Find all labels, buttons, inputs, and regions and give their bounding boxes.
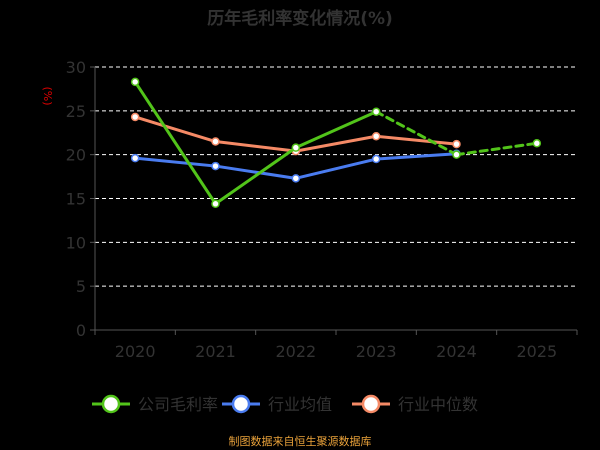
series-segment — [294, 110, 378, 150]
data-point — [211, 199, 220, 209]
series-segment — [214, 140, 298, 153]
legend-item-1[interactable]: 公司毛利率 — [92, 394, 218, 414]
data-point — [371, 107, 381, 116]
series-segment — [133, 115, 217, 144]
data-point — [211, 161, 220, 171]
data-point — [130, 112, 140, 122]
series-segment — [294, 157, 378, 180]
y-tick-label: 20 — [66, 146, 86, 165]
y-axis-unit-label: (%) — [41, 86, 54, 105]
legend-label: 行业中位数 — [398, 395, 478, 414]
grid-lines — [95, 66, 577, 287]
x-tick-label: 2022 — [275, 342, 316, 361]
legend-marker — [231, 394, 251, 414]
x-tick-label: 2024 — [436, 342, 477, 361]
data-point — [532, 139, 542, 148]
series-segment — [133, 156, 217, 168]
series-segment — [133, 80, 217, 206]
series-segment — [214, 164, 298, 180]
data-point — [130, 77, 140, 87]
y-tick-label: 30 — [66, 58, 86, 77]
x-tick-label: 2025 — [516, 342, 557, 361]
series-segment — [374, 134, 458, 146]
series-segment — [294, 134, 378, 153]
legend-item-2[interactable]: 行业均值 — [222, 394, 332, 414]
data-point — [452, 150, 461, 159]
legend-label: 公司毛利率 — [138, 395, 218, 414]
legend-marker — [101, 394, 121, 414]
y-tick-label: 10 — [66, 233, 86, 252]
series-segment — [214, 146, 298, 206]
data-point — [371, 132, 381, 141]
data-point — [291, 143, 301, 152]
x-tick-label: 2020 — [115, 342, 156, 361]
series-3 — [130, 112, 461, 156]
x-tick-label: 2023 — [356, 342, 397, 361]
y-tick-label: 15 — [66, 190, 86, 209]
legend[interactable]: 公司毛利率 行业均值 行业中位数 — [92, 394, 478, 414]
chart-title: 历年毛利率变化情况(%) — [207, 8, 393, 29]
data-point — [452, 139, 461, 149]
series-segment — [455, 141, 539, 157]
series-1 — [130, 77, 542, 209]
data-point — [291, 174, 301, 183]
x-tick-label: 2021 — [195, 342, 236, 361]
legend-marker — [361, 394, 381, 414]
legend-label: 行业均值 — [268, 395, 332, 414]
source-note: 制图数据来自恒生聚源数据库 — [229, 434, 372, 448]
series-segment — [374, 110, 458, 157]
legend-item-3[interactable]: 行业中位数 — [352, 394, 478, 414]
data-point — [371, 154, 381, 164]
series-lines — [130, 77, 542, 209]
y-tick-label: 0 — [76, 321, 86, 340]
y-tick-label: 5 — [76, 277, 86, 296]
data-point — [211, 137, 220, 146]
data-point — [130, 153, 140, 163]
y-tick-label: 25 — [66, 102, 86, 121]
series-segment — [374, 152, 458, 161]
